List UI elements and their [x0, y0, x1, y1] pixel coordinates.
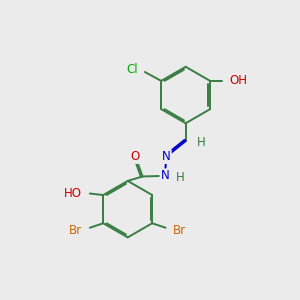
Text: OH: OH [230, 74, 247, 87]
Text: Br: Br [173, 224, 186, 237]
Text: H: H [176, 171, 185, 184]
Text: Cl: Cl [127, 63, 138, 76]
Text: HO: HO [64, 187, 82, 200]
Text: H: H [197, 136, 206, 149]
Text: N: N [160, 169, 169, 182]
Text: O: O [130, 150, 140, 163]
Text: Br: Br [69, 224, 82, 237]
Text: N: N [162, 150, 171, 163]
